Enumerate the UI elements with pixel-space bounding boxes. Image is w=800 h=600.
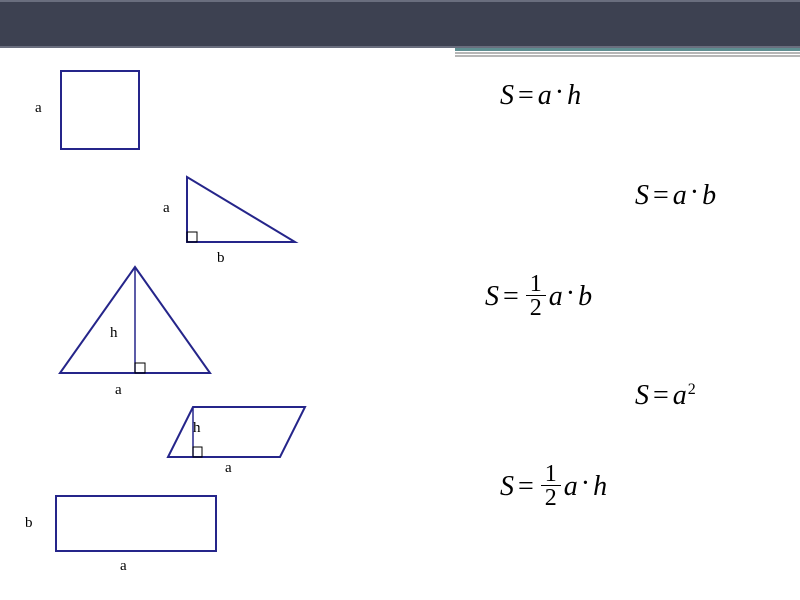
f1-S: S — [500, 80, 514, 111]
f5-S: S — [500, 471, 514, 502]
f1-b: h — [567, 80, 581, 111]
f5-eq: = — [518, 471, 534, 502]
f1-eq: = — [518, 80, 534, 111]
f5-a: a — [564, 471, 578, 502]
f3-num: 1 — [526, 273, 546, 296]
f3-b: b — [578, 281, 592, 312]
f2-eq: = — [653, 180, 669, 211]
formula-4: S=a2 — [635, 380, 696, 412]
label-iso-a: a — [115, 382, 122, 399]
header-stripes — [455, 48, 800, 60]
f4-eq: = — [653, 380, 669, 411]
formula-2: S=a·b — [635, 180, 716, 212]
label-rt-a: a — [163, 200, 170, 217]
f5-den: 2 — [541, 486, 561, 510]
label-square-a: a — [35, 100, 42, 117]
formula-3: S=12a·b — [485, 275, 592, 322]
header-bar — [0, 0, 800, 48]
f3-dot: · — [566, 278, 575, 309]
shape-parallelogram — [165, 405, 310, 468]
shape-rectangle — [55, 495, 220, 560]
f1-dot: · — [555, 77, 564, 108]
label-rt-b: b — [217, 250, 225, 267]
f5-dot: · — [581, 468, 590, 499]
formulas-column: S=a·h S=a·b S=12a·b S=a2 S=12a·h — [460, 80, 790, 580]
f2-a: a — [673, 180, 687, 211]
f5-b: h — [593, 471, 607, 502]
f4-sup: 2 — [688, 381, 696, 398]
formula-1: S=a·h — [500, 80, 581, 112]
f3-a: a — [549, 281, 563, 312]
shape-square — [60, 70, 142, 157]
f5-frac: 12 — [541, 463, 561, 510]
f3-S: S — [485, 281, 499, 312]
shape-iso-triangle — [55, 265, 215, 385]
label-para-a: a — [225, 460, 232, 477]
f3-den: 2 — [526, 296, 546, 320]
shapes-column: a a b h a h a b a — [25, 70, 375, 590]
label-rect-b: b — [25, 515, 33, 532]
f2-S: S — [635, 180, 649, 211]
label-para-h: h — [193, 420, 201, 437]
f3-eq: = — [503, 281, 519, 312]
f5-num: 1 — [541, 463, 561, 486]
label-iso-h: h — [110, 325, 118, 342]
f4-a: a — [673, 380, 687, 411]
f1-a: a — [538, 80, 552, 111]
f2-b: b — [702, 180, 716, 211]
shape-right-triangle — [185, 175, 300, 255]
f2-dot: · — [690, 177, 699, 208]
formula-5: S=12a·h — [500, 465, 607, 512]
label-rect-a: a — [120, 558, 127, 575]
f4-S: S — [635, 380, 649, 411]
f3-frac: 12 — [526, 273, 546, 320]
